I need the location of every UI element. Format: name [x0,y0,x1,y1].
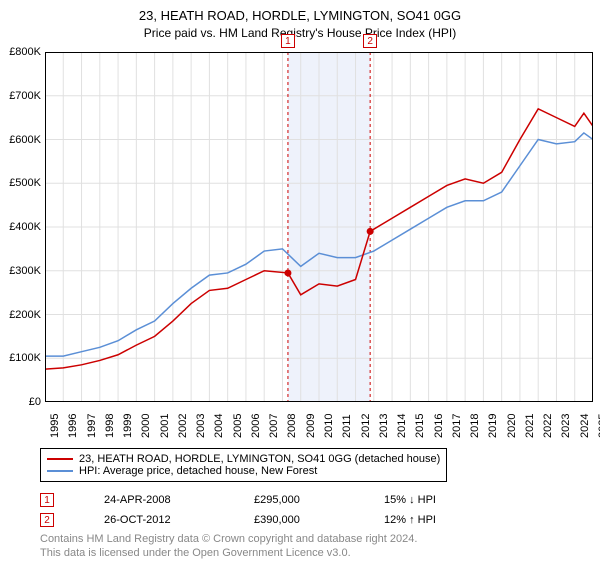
x-tick-label: 2001 [159,414,171,438]
marker-delta: 15% ↓ HPI [384,494,436,506]
marker-price: £390,000 [254,514,334,526]
legend-swatch [47,470,73,472]
y-tick-label: £300K [9,265,41,277]
x-tick-label: 2011 [341,414,353,438]
marker-date: 24-APR-2008 [104,494,204,506]
marker-delta: 12% ↑ HPI [384,514,436,526]
y-tick-label: £0 [29,396,41,408]
x-tick-label: 2004 [213,414,225,438]
x-tick-label: 2010 [323,414,335,438]
x-tick-label: 2013 [378,414,390,438]
x-tick-label: 2008 [286,414,298,438]
marker-flag-1: 1 [281,34,295,48]
chart-container: { "title": "23, HEATH ROAD, HORDLE, LYMI… [0,0,600,560]
x-tick-label: 1997 [86,414,98,438]
chart-subtitle: Price paid vs. HM Land Registry's House … [0,26,600,40]
x-tick-label: 2017 [451,414,463,438]
x-tick-label: 2023 [560,414,572,438]
x-tick-label: 2018 [469,414,481,438]
legend-label: HPI: Average price, detached house, New … [79,465,317,477]
legend-label: 23, HEATH ROAD, HORDLE, LYMINGTON, SO41 … [79,453,440,465]
x-tick-label: 1996 [67,414,79,438]
x-tick-label: 2005 [232,414,244,438]
footnote-line-1: Contains HM Land Registry data © Crown c… [40,532,417,546]
x-tick-label: 2020 [506,414,518,438]
x-tick-label: 2019 [487,414,499,438]
x-tick-label: 2016 [433,414,445,438]
legend-swatch [47,458,73,460]
x-tick-label: 2006 [250,414,262,438]
marker-table-row: 1 24-APR-2008 £295,000 15% ↓ HPI [40,490,436,510]
marker-table-row: 2 26-OCT-2012 £390,000 12% ↑ HPI [40,510,436,530]
marker-table-flag: 2 [40,513,54,527]
legend-item: HPI: Average price, detached house, New … [47,465,440,477]
x-tick-label: 2000 [140,414,152,438]
x-tick-label: 2021 [524,414,536,438]
x-tick-label: 2002 [177,414,189,438]
y-tick-label: £100K [9,352,41,364]
x-tick-label: 1995 [49,414,61,438]
footnote: Contains HM Land Registry data © Crown c… [40,532,417,561]
chart-title: 23, HEATH ROAD, HORDLE, LYMINGTON, SO41 … [0,8,600,23]
marker-flag-2: 2 [363,34,377,48]
x-tick-label: 1999 [122,414,134,438]
y-tick-label: £800K [9,46,41,58]
y-tick-label: £500K [9,177,41,189]
marker-data-table: 1 24-APR-2008 £295,000 15% ↓ HPI 2 26-OCT-201… [40,490,436,530]
y-tick-label: £400K [9,221,41,233]
x-tick-label: 2012 [360,414,372,438]
marker-date: 26-OCT-2012 [104,514,204,526]
legend-box: 23, HEATH ROAD, HORDLE, LYMINGTON, SO41 … [40,448,447,482]
chart-plot [45,52,593,402]
x-tick-label: 2007 [268,414,280,438]
x-tick-label: 2009 [305,414,317,438]
x-tick-label: 2022 [542,414,554,438]
x-tick-label: 2014 [396,414,408,438]
marker-table-flag: 1 [40,493,54,507]
x-tick-label: 2015 [414,414,426,438]
x-tick-label: 1998 [104,414,116,438]
y-tick-label: £700K [9,90,41,102]
footnote-line-2: This data is licensed under the Open Gov… [40,546,417,560]
legend-item: 23, HEATH ROAD, HORDLE, LYMINGTON, SO41 … [47,453,440,465]
x-tick-label: 2024 [579,414,591,438]
y-tick-label: £200K [9,309,41,321]
x-tick-label: 2003 [195,414,207,438]
y-tick-label: £600K [9,134,41,146]
marker-price: £295,000 [254,494,334,506]
